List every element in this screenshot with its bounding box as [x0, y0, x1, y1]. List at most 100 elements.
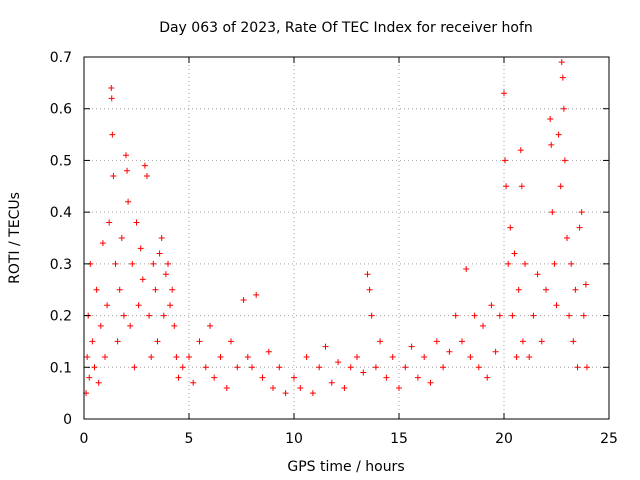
data-point — [509, 312, 516, 319]
data-point — [452, 312, 459, 319]
data-point — [84, 353, 91, 360]
y-axis-title: ROTI / TECUs — [7, 192, 23, 284]
data-point — [102, 353, 108, 360]
data-point — [507, 224, 514, 231]
x-tick-label: 15 — [390, 431, 408, 447]
data-point — [402, 364, 409, 371]
data-point — [446, 348, 453, 355]
data-point — [440, 364, 447, 371]
y-tick-label: 0.5 — [50, 153, 72, 169]
data-point — [211, 374, 218, 381]
data-point — [360, 369, 367, 376]
data-point — [133, 219, 140, 226]
data-point — [253, 291, 260, 298]
data-point — [156, 250, 163, 257]
data-point — [309, 390, 316, 397]
data-point — [95, 379, 102, 386]
data-point — [162, 271, 169, 278]
data-point — [270, 384, 276, 391]
data-point — [207, 322, 213, 329]
data-point — [555, 131, 562, 138]
data-point — [354, 353, 360, 360]
data-point — [106, 219, 113, 226]
y-tick-label: 0.2 — [50, 309, 72, 325]
data-point — [234, 364, 241, 371]
data-point — [513, 353, 520, 360]
data-point — [154, 338, 161, 345]
data-point — [144, 172, 150, 179]
data-point — [158, 235, 165, 241]
data-point — [118, 235, 125, 241]
data-point — [99, 240, 106, 247]
x-tick-label: 0 — [80, 431, 89, 447]
data-point — [123, 152, 129, 159]
data-point — [223, 384, 230, 391]
data-point — [502, 157, 509, 164]
data-point — [547, 116, 554, 123]
data-point — [104, 302, 111, 309]
data-point — [517, 147, 524, 154]
ticks — [83, 56, 610, 420]
data-point — [109, 131, 116, 138]
x-tick-label: 20 — [495, 431, 513, 447]
data-point — [116, 286, 123, 293]
data-point — [534, 271, 541, 278]
data-point — [557, 183, 564, 190]
data-point — [496, 312, 503, 319]
data-point — [568, 260, 575, 267]
chart-title: Day 063 of 2023, Rate Of TEC Index for r… — [159, 20, 533, 36]
data-points — [83, 59, 590, 397]
data-point — [244, 353, 251, 360]
data-point — [91, 364, 98, 371]
data-point — [530, 312, 537, 319]
data-point — [503, 183, 510, 190]
data-point — [543, 286, 549, 293]
x-tick-label: 5 — [185, 431, 194, 447]
data-point — [518, 183, 525, 190]
data-point — [475, 364, 482, 371]
data-point — [322, 343, 329, 350]
data-point — [202, 364, 209, 371]
data-point — [526, 353, 533, 360]
y-tick-label: 0.6 — [50, 102, 72, 118]
data-point — [414, 374, 421, 381]
data-point — [551, 260, 558, 267]
data-point — [120, 312, 127, 319]
x-tick-labels: 0 5 10 15 20 25 — [80, 431, 618, 447]
data-point — [114, 338, 121, 345]
data-point — [129, 260, 136, 267]
data-point — [93, 286, 100, 293]
data-point — [511, 250, 518, 257]
data-point — [560, 105, 567, 112]
data-point — [112, 260, 119, 267]
data-point — [480, 322, 486, 329]
data-point — [484, 374, 491, 381]
data-point — [160, 312, 167, 319]
data-point — [583, 364, 590, 371]
data-point — [86, 374, 93, 381]
data-point — [137, 245, 144, 252]
data-point — [347, 364, 354, 371]
data-point — [282, 390, 289, 397]
data-point — [364, 271, 371, 278]
data-point — [141, 162, 148, 169]
data-point — [190, 379, 197, 386]
data-point — [566, 312, 573, 319]
data-point — [228, 338, 234, 345]
data-point — [396, 384, 402, 391]
data-point — [501, 90, 507, 97]
data-point — [574, 364, 581, 371]
data-point — [108, 85, 115, 92]
data-point — [152, 286, 159, 293]
data-point — [276, 364, 283, 371]
data-point — [582, 281, 589, 288]
data-point — [110, 172, 117, 179]
data-point — [488, 302, 495, 309]
data-point — [505, 260, 512, 267]
data-point — [335, 359, 342, 366]
x-tick-label: 25 — [600, 431, 618, 447]
grid — [84, 57, 609, 419]
data-point — [89, 338, 96, 345]
